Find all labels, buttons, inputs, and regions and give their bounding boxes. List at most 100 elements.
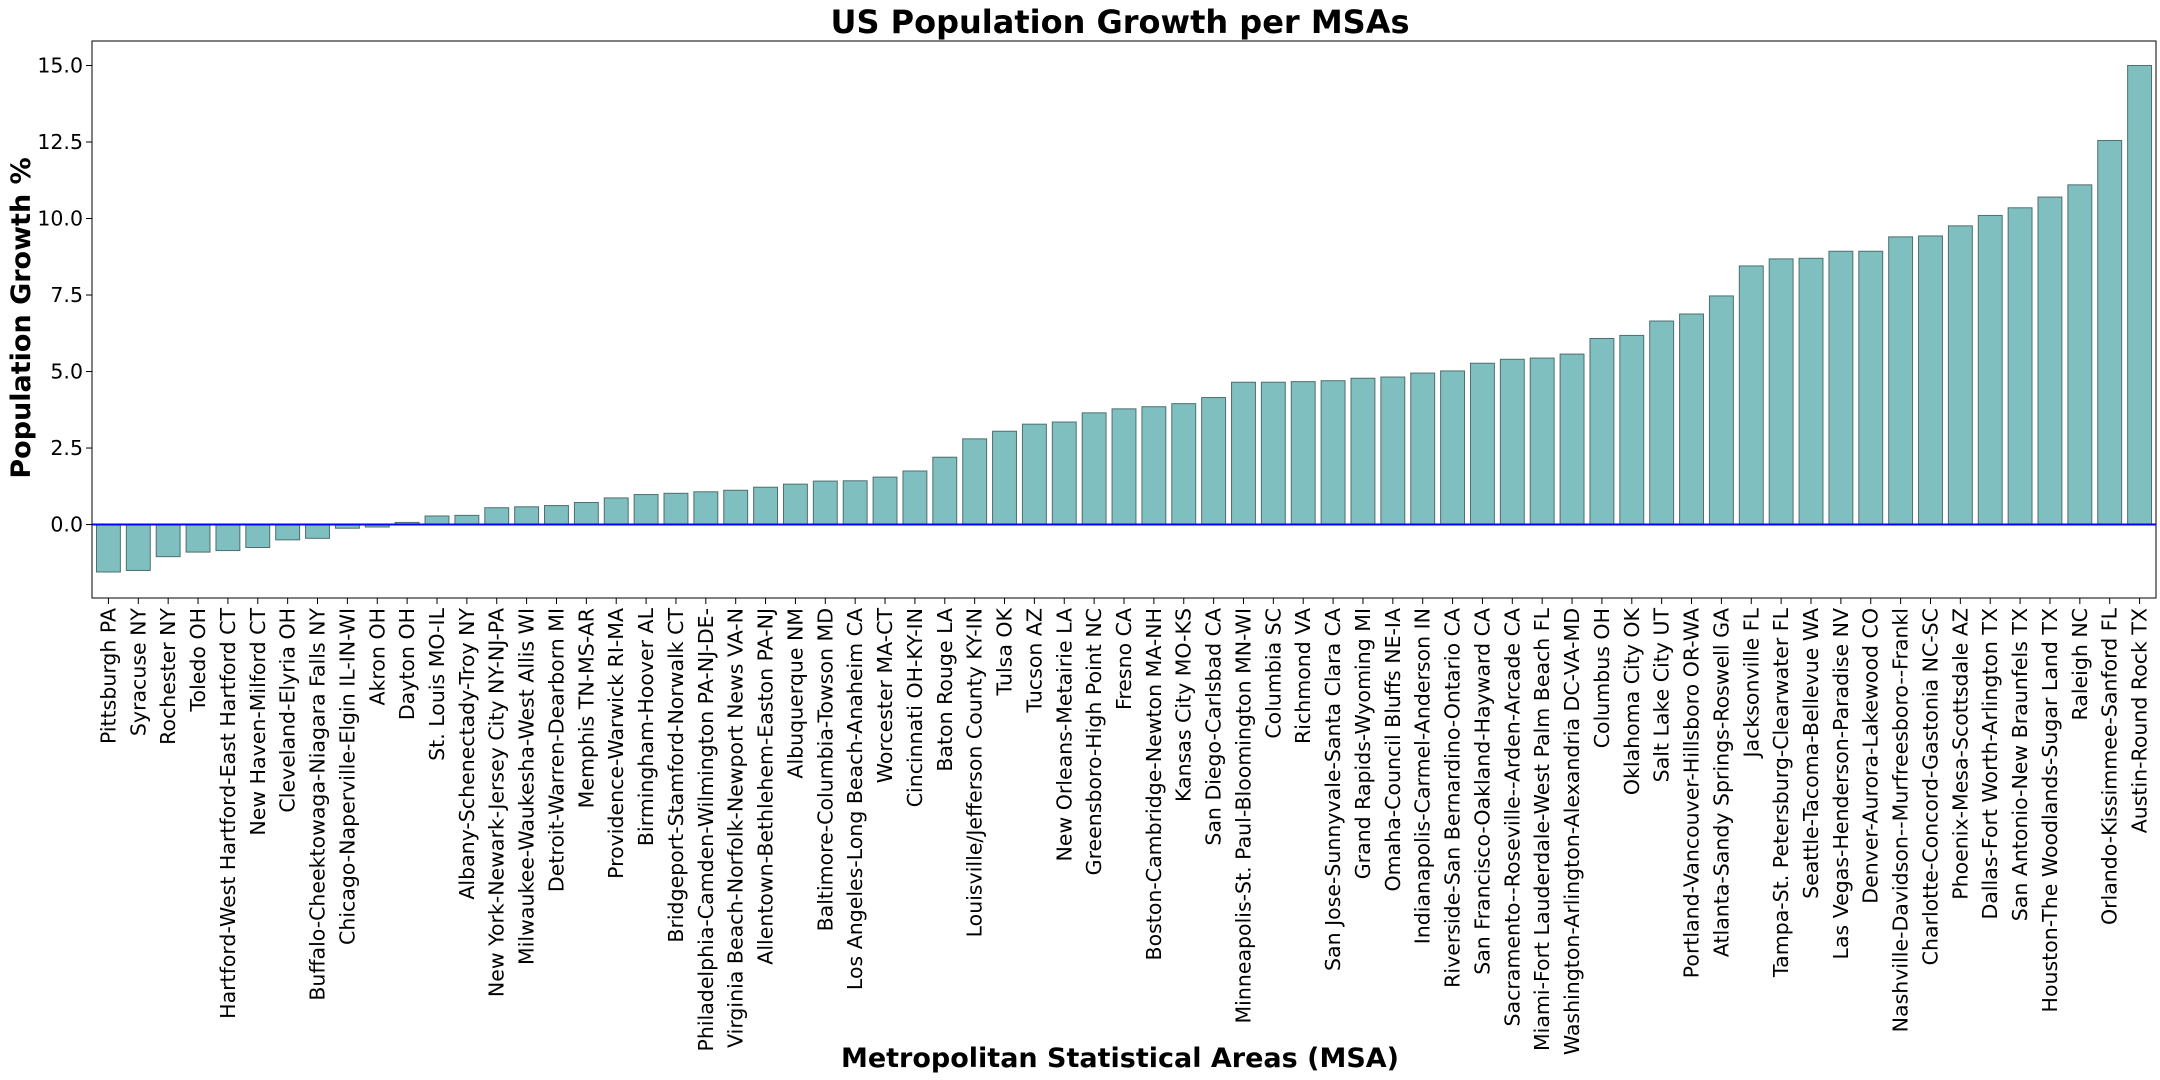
x-tick-label: Baltimore-Columbia-Towson MD xyxy=(813,608,837,931)
x-tick-label: Richmond VA xyxy=(1291,608,1315,744)
bar xyxy=(1081,412,1107,526)
x-tick-label: Chicago-Naperville-Elgin IL-IN-WI xyxy=(335,608,359,945)
bar xyxy=(1529,357,1555,526)
bar xyxy=(633,494,659,526)
x-tick-label: Phoenix-Mesa-Scottsdale AZ xyxy=(1948,608,1972,900)
bar xyxy=(155,524,181,558)
x-tick-label: Pittsburgh PA xyxy=(96,608,120,744)
bar xyxy=(1918,235,1943,526)
x-axis: Pittsburgh PA Syracuse NY Rochester NY Tole… xyxy=(96,598,2152,1055)
x-tick-label: Detroit-Warren-Dearborn MI xyxy=(544,608,568,892)
bar xyxy=(1858,250,1884,526)
x-tick-label: St. Louis MO-IL xyxy=(425,607,449,760)
bar xyxy=(992,430,1017,526)
bar xyxy=(484,507,510,526)
x-tick-label: Tucson AZ xyxy=(1022,608,1046,713)
bar xyxy=(872,476,898,526)
bar xyxy=(95,524,121,573)
bar xyxy=(1649,320,1675,526)
bar xyxy=(693,491,719,526)
x-tick-label: Buffalo-Cheektowaga-Niagara Falls NY xyxy=(306,608,330,1001)
x-tick-label: Los Angeles-Long Beach-Anaheim CA xyxy=(843,608,867,990)
x-tick-label: Cincinnati OH-KY-IN xyxy=(903,608,927,807)
bar xyxy=(1947,225,1973,526)
x-tick-label: Baton Rouge LA xyxy=(933,608,957,772)
x-tick-label: Toledo OH xyxy=(186,608,210,713)
y-tick-label: 2.5 xyxy=(50,436,83,460)
x-tick-label: Omaha-Council Bluffs NE-IA xyxy=(1381,608,1405,891)
x-tick-label: Virginia Beach-Norfolk-Newport News VA-N xyxy=(724,608,748,1048)
x-tick-label: Tulsa OK xyxy=(993,607,1017,696)
x-tick-label: Jacksonville FL xyxy=(1739,607,1763,759)
x-tick-label: Boston-Cambridge-Newton MA-NH xyxy=(1142,608,1166,960)
bar xyxy=(2067,184,2093,526)
bar xyxy=(1679,313,1704,526)
x-tick-label: New Orleans-Metairie LA xyxy=(1052,608,1076,862)
bar xyxy=(245,524,271,548)
x-tick-label: Dallas-Fort Worth-Arlington TX xyxy=(1978,608,2002,919)
x-tick-label: Syracuse NY xyxy=(126,608,150,737)
bar xyxy=(753,486,779,526)
bar xyxy=(1350,377,1376,526)
x-tick-label: Albuquerque NM xyxy=(783,608,807,779)
x-tick-label: Salt Lake City UT xyxy=(1650,608,1674,783)
bar xyxy=(514,506,540,526)
x-tick-label: Kansas City MO-KS xyxy=(1172,608,1196,802)
bar xyxy=(603,497,629,526)
bar xyxy=(1589,337,1615,526)
bar xyxy=(1559,353,1585,526)
bar xyxy=(812,480,838,526)
y-tick-label: 5.0 xyxy=(50,360,83,384)
x-tick-label: Memphis TN-MS-AR xyxy=(574,608,598,808)
x-tick-label: Milwaukee-Waukesha-West Allis WI xyxy=(515,608,539,965)
bar xyxy=(1231,381,1256,526)
x-tick-label: Orlando-Kissimmee-Sanford FL xyxy=(2098,607,2122,925)
bar xyxy=(1738,265,1764,526)
bar xyxy=(1290,381,1316,526)
bar xyxy=(1171,403,1197,526)
x-tick-label: Las Vegas-Henderson-Paradise NV xyxy=(1829,608,1853,959)
bar xyxy=(1469,362,1495,526)
bar xyxy=(185,524,211,553)
y-tick-label: 10.0 xyxy=(37,207,83,231)
x-tick-label: New York-Newark-Jersey City NY-NJ-PA xyxy=(485,608,509,997)
bar xyxy=(932,456,958,526)
bar xyxy=(544,505,569,526)
bar xyxy=(1320,380,1346,526)
x-tick-label: Houston-The Woodlands-Sugar Land TX xyxy=(2038,608,2062,1012)
bar xyxy=(1380,376,1406,526)
y-tick-label: 0.0 xyxy=(50,513,83,537)
y-tick-label: 12.5 xyxy=(37,130,83,154)
bar xyxy=(454,514,480,526)
bar xyxy=(1141,406,1167,526)
bar xyxy=(2037,196,2063,526)
x-tick-label: Cleveland-Elyria OH xyxy=(276,608,300,813)
bar xyxy=(1888,236,1914,526)
x-tick-label: Atlanta-Sandy Springs-Roswell GA xyxy=(1709,608,1733,957)
bar xyxy=(573,502,599,526)
bar xyxy=(902,470,928,526)
x-tick-label: San Antonio-New Braunfels TX xyxy=(2008,608,2032,921)
x-tick-label: Columbia SC xyxy=(1261,608,1285,739)
bar xyxy=(1828,250,1854,526)
bar xyxy=(1499,358,1525,526)
chart-title: US Population Growth per MSAs xyxy=(830,3,1409,41)
x-tick-label: Charlotte-Concord-Gastonia NC-SC xyxy=(1918,608,1942,965)
x-axis-label: Metropolitan Statistical Areas (MSA) xyxy=(841,1043,1399,1074)
bar xyxy=(1768,258,1794,526)
bars xyxy=(95,64,2153,573)
bar xyxy=(1260,381,1286,526)
x-tick-label: Tampa-St. Petersburg-Clearwater FL xyxy=(1769,607,1793,978)
y-tick-label: 15.0 xyxy=(37,53,83,77)
bar xyxy=(1708,295,1734,526)
x-tick-label: Greensboro-High Point NC xyxy=(1082,608,1106,875)
bar xyxy=(424,515,450,526)
x-tick-label: New Haven-Milford CT xyxy=(246,608,270,836)
x-tick-label: San Diego-Carlsbad CA xyxy=(1202,608,1226,846)
bar xyxy=(663,492,689,526)
x-tick-label: Oklahoma City OK xyxy=(1620,607,1644,795)
x-tick-label: Bridgeport-Stamford-Norwalk CT xyxy=(664,608,688,943)
x-tick-label: Austin-Round Rock TX xyxy=(2128,608,2152,833)
bar xyxy=(782,483,808,526)
